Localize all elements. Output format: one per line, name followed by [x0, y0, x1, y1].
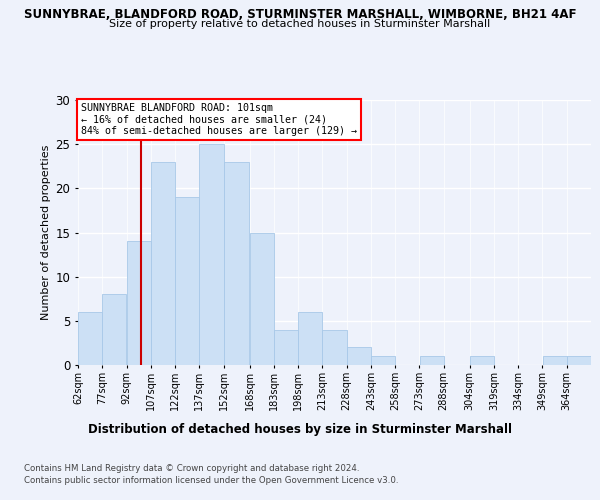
Bar	[78, 312, 102, 365]
Text: Contains HM Land Registry data © Crown copyright and database right 2024.: Contains HM Land Registry data © Crown c…	[24, 464, 359, 473]
Bar	[250, 232, 274, 365]
Bar	[419, 356, 443, 365]
Bar	[224, 162, 250, 365]
Bar	[175, 197, 199, 365]
Text: SUNNYBRAE BLANDFORD ROAD: 101sqm
← 16% of detached houses are smaller (24)
84% o: SUNNYBRAE BLANDFORD ROAD: 101sqm ← 16% o…	[80, 102, 356, 136]
Bar	[274, 330, 298, 365]
Bar	[151, 162, 175, 365]
Bar	[127, 242, 151, 365]
Text: Size of property relative to detached houses in Sturminster Marshall: Size of property relative to detached ho…	[109, 19, 491, 29]
Y-axis label: Number of detached properties: Number of detached properties	[41, 145, 52, 320]
Bar	[567, 356, 591, 365]
Bar	[347, 348, 371, 365]
Bar	[298, 312, 322, 365]
Bar	[371, 356, 395, 365]
Text: Contains public sector information licensed under the Open Government Licence v3: Contains public sector information licen…	[24, 476, 398, 485]
Bar	[322, 330, 347, 365]
Text: SUNNYBRAE, BLANDFORD ROAD, STURMINSTER MARSHALL, WIMBORNE, BH21 4AF: SUNNYBRAE, BLANDFORD ROAD, STURMINSTER M…	[24, 8, 576, 20]
Bar	[470, 356, 494, 365]
Bar	[199, 144, 224, 365]
Bar	[103, 294, 127, 365]
Text: Distribution of detached houses by size in Sturminster Marshall: Distribution of detached houses by size …	[88, 422, 512, 436]
Bar	[542, 356, 566, 365]
